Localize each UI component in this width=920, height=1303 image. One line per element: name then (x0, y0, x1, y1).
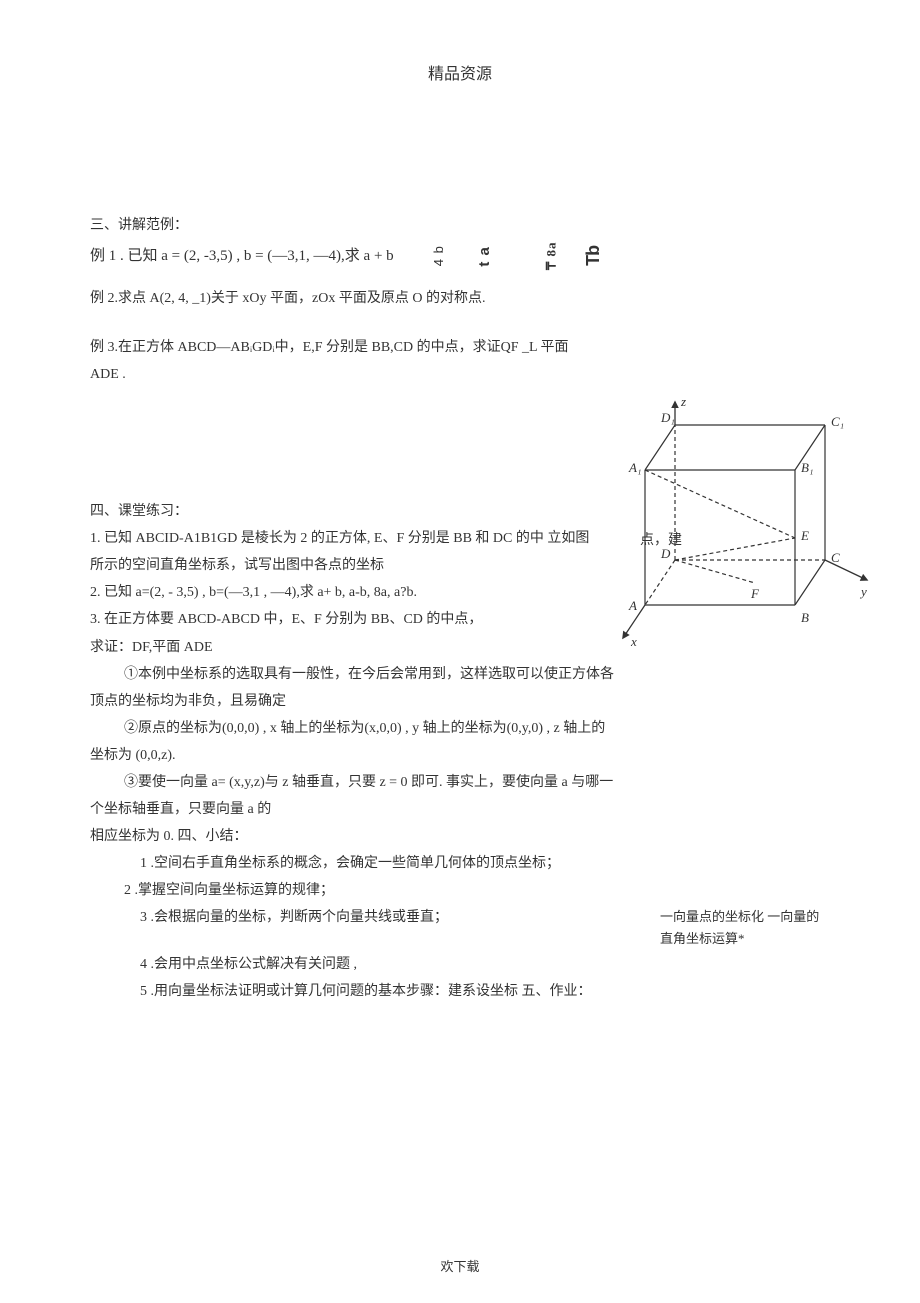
example-1-rot2: t a (473, 246, 498, 267)
cube-diagram: D₁ C₁ A₁ B₁ D C A B E F z y x (600, 410, 900, 650)
svg-text:A: A (628, 598, 637, 613)
svg-text:F: F (750, 586, 760, 601)
svg-text:D: D (660, 546, 671, 561)
example-3-line1: 例 3.在正方体 ABCD—ABᵢGDᵢ中，E,F 分别是 BB,CD 的中点，… (90, 336, 830, 359)
summary-3: 3 .会根据向量的坐标，判断两个向量共线或垂直； (140, 906, 540, 949)
summary-5: 5 .用向量坐标法证明或计算几何问题的基本步骤：建系设坐标 五、作业： (90, 980, 830, 1003)
note-1a: ①本例中坐标系的选取具有一般性，在今后会常用到，这样选取可以使正方体各 (90, 663, 830, 686)
example-3-line2: ADE . (90, 363, 830, 386)
svg-text:C: C (831, 550, 840, 565)
svg-text:y: y (859, 584, 867, 599)
summary-3-right: 一向量点的坐标化 一向量的直角坐标运算* (540, 906, 830, 949)
svg-text:x: x (630, 634, 637, 649)
note-3c: 相应坐标为 0. 四、小结： (90, 825, 830, 848)
summary-2: 2 .掌握空间向量坐标运算的规律； (90, 879, 830, 902)
note-3b: 个坐标轴垂直，只要向量 a 的 (90, 798, 830, 821)
svg-text:z: z (680, 394, 686, 409)
svg-text:D₁: D₁ (660, 410, 675, 425)
svg-text:C₁: C₁ (831, 414, 844, 429)
page-header-title: 精品资源 (90, 60, 830, 84)
page-footer: 欢下载 (0, 1256, 920, 1275)
note-2b: 坐标为 (0,0,z). (90, 744, 830, 767)
example-1-row: 例 1 . 已知 a = (2, -3,5) , b = (—3,1, —4),… (90, 241, 830, 271)
svg-text:B₁: B₁ (801, 460, 813, 475)
example-1-rot3: ₸ 8a (541, 242, 562, 271)
summary-1: 1 .空间右手直角坐标系的概念，会确定一些简单几何体的顶点坐标； (90, 852, 830, 875)
note-3a: ③要使一向量 a= (x,y,z)与 z 轴垂直，只要 z = 0 即可. 事实… (90, 771, 830, 794)
example-1-text: 例 1 . 已知 a = (2, -3,5) , b = (—3,1, —4),… (90, 244, 394, 269)
svg-text:A₁: A₁ (628, 460, 641, 475)
example-2-text: 例 2.求点 A(2, 4, _1)关于 xOy 平面，zOx 平面及原点 O … (90, 287, 830, 310)
svg-text:E: E (800, 528, 809, 543)
practice-1a: 1. 已知 ABCID-A1B1GD 是棱长为 2 的正方体, E、F 分别是 … (90, 527, 630, 550)
note-1b: 顶点的坐标均为非负，且易确定 (90, 690, 830, 713)
example-1-rot4: Tb (579, 246, 609, 266)
note-2a: ②原点的坐标为(0,0,0) , x 轴上的坐标为(x,0,0) , y 轴上的… (90, 717, 830, 740)
section3-heading: 三、讲解范例： (90, 214, 830, 237)
example-1-rot1: 4 b (427, 245, 448, 266)
svg-text:B: B (801, 610, 809, 625)
summary-4: 4 .会用中点坐标公式解决有关问题 , (90, 953, 830, 976)
